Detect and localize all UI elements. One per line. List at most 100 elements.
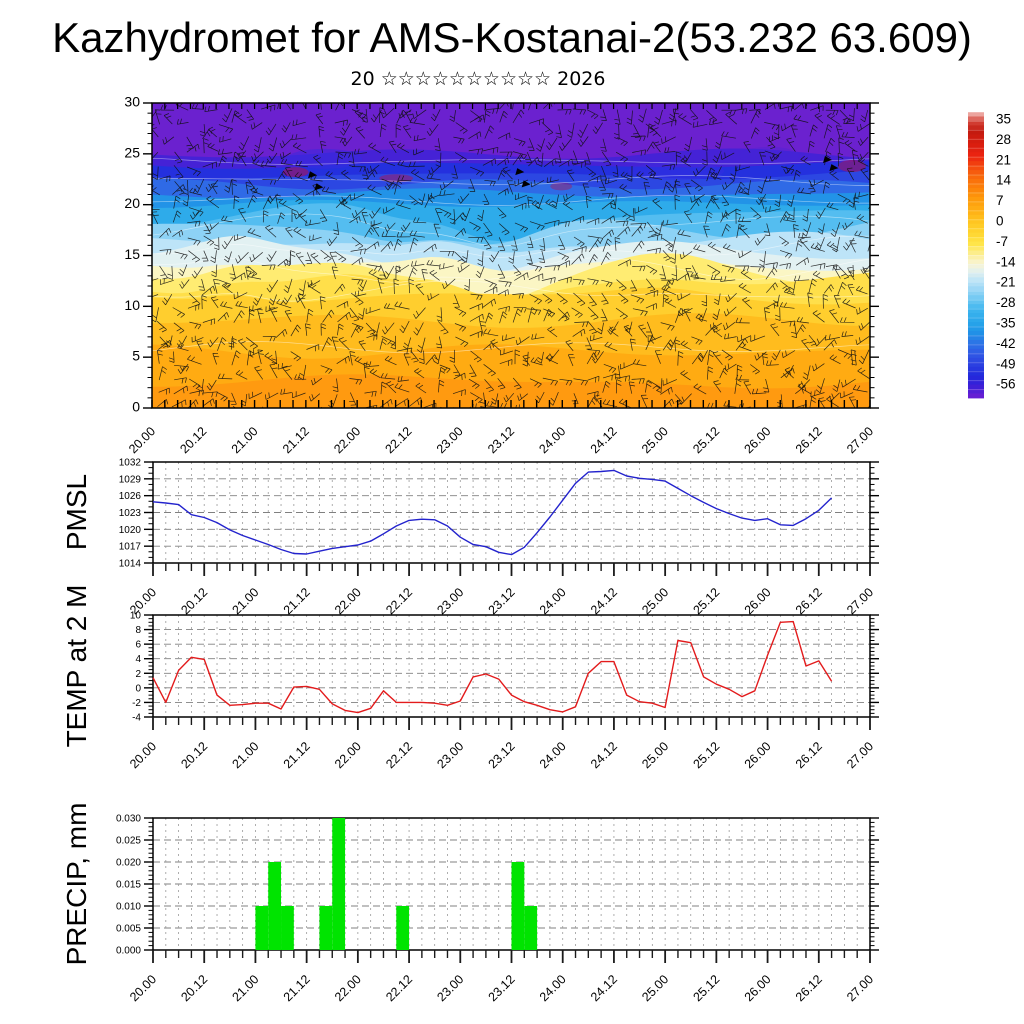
y-tick-label: 2 (135, 669, 141, 680)
pennant-barb-icon (829, 164, 839, 172)
colorbar-tick-label: 35 (996, 112, 1011, 127)
y-tick-label: -2 (132, 698, 141, 709)
temp2m-line (152, 620, 833, 714)
x-tick-label: 20.12 (177, 424, 209, 456)
colorbar-tick-label: -35 (996, 316, 1016, 331)
x-tick-label: 23.12 (486, 972, 518, 1004)
precip-axis-title: PRECIP, mm (61, 803, 92, 966)
y-tick-label: 1032 (119, 458, 142, 469)
y-tick-label: 0.030 (116, 814, 141, 825)
y-tick-label: 1017 (119, 542, 142, 553)
x-tick-label: 26.00 (742, 972, 774, 1004)
precip-bar (281, 906, 294, 950)
pmsl-axis-title: PMSL (61, 474, 92, 550)
precip-bar (396, 906, 410, 950)
x-tick-label: 23.12 (485, 424, 517, 456)
colorbar-tick-label: -14 (996, 254, 1016, 269)
x-tick-label: 25.12 (690, 972, 722, 1004)
y-tick-label: 0.010 (116, 902, 141, 913)
x-tick-label: 21.00 (230, 739, 262, 771)
x-tick-label: 26.12 (793, 424, 825, 456)
x-tick-label: 27.00 (844, 972, 876, 1004)
colorbar-tick-label: -56 (996, 377, 1016, 392)
x-tick-label: 25.00 (639, 585, 671, 617)
colorbar-tick-label: -7 (996, 234, 1008, 249)
x-tick-label: 20.12 (178, 585, 210, 617)
x-tick-label: 20.00 (127, 739, 159, 771)
profile-panel: 0 5 10 15 20 25 30 20.00 20.12 21.00 21.12 22.00 22.… (124, 94, 879, 456)
x-tick-label: 24.12 (588, 424, 620, 456)
x-tick-label: 22.00 (332, 972, 364, 1004)
precip-panel: 0.000 0.005 0.010 0.015 0.020 0.025 0.030 20.00… (116, 814, 879, 1004)
x-tick-label: 24.12 (588, 739, 620, 771)
y-tick-label: 0 (132, 399, 140, 415)
x-tick-label: 22.12 (383, 739, 415, 771)
precip-bar (255, 906, 269, 950)
y-tick-label: 1020 (119, 525, 142, 536)
pennant-barb-icon (314, 183, 324, 191)
wind-barbs (152, 103, 870, 408)
y-tick-label: 6 (135, 640, 141, 651)
x-tick-label: 26.00 (742, 585, 774, 617)
temp2m-panel: -4 -2 0 2 4 6 8 10 20.00 20.12 21.00 21.12 22.00 22.1… (127, 611, 879, 771)
pennant-barb-icon (307, 171, 317, 179)
page-title: Kazhydromet for AMS-Kostanai-2(53.232 63… (52, 14, 972, 61)
x-tick-label: 20.12 (178, 972, 210, 1004)
colorbar-tick-label: -49 (996, 356, 1016, 371)
x-tick-label: 20.00 (126, 424, 158, 456)
x-tick-label: 22.12 (383, 585, 415, 617)
date-subtitle: 20 ☆☆☆☆☆☆☆☆☆☆ 2026 (350, 68, 606, 90)
y-tick-label: 10 (124, 297, 140, 313)
y-tick-label: 10 (130, 611, 142, 622)
x-tick-label: 22.00 (331, 424, 363, 456)
x-tick-label: 21.00 (230, 585, 262, 617)
precip-bar (319, 906, 333, 950)
x-tick-label: 22.00 (332, 585, 364, 617)
y-tick-label: 30 (124, 94, 140, 110)
precip-bar (524, 906, 538, 950)
x-tick-label: 21.12 (281, 972, 313, 1004)
x-tick-label: 23.00 (434, 972, 466, 1004)
y-tick-label: 8 (135, 625, 141, 636)
x-tick-label: 25.12 (690, 424, 722, 456)
x-tick-label: 21.12 (280, 424, 312, 456)
precip-bar (511, 862, 525, 950)
y-tick-label: -4 (132, 713, 141, 724)
x-tick-label: 24.00 (536, 424, 568, 456)
colorbar-tick-label: 0 (996, 214, 1004, 229)
y-tick-label: 0.000 (116, 946, 141, 957)
x-tick-label: 26.12 (793, 739, 825, 771)
x-tick-label: 24.00 (537, 972, 569, 1004)
x-tick-label: 25.00 (639, 739, 671, 771)
x-tick-label: 26.00 (742, 424, 774, 456)
x-tick-label: 23.00 (434, 739, 466, 771)
colorbar-tick-label: 14 (996, 173, 1012, 188)
x-tick-label: 27.00 (844, 739, 876, 771)
x-tick-label: 25.00 (639, 972, 671, 1004)
x-tick-label: 26.12 (793, 972, 825, 1004)
colorbar-tick-label: -21 (996, 275, 1016, 290)
colorbar-tick-label: 7 (996, 193, 1004, 208)
x-tick-label: 21.12 (281, 585, 313, 617)
y-tick-label: 25 (124, 144, 140, 160)
y-tick-label: 0 (135, 683, 141, 694)
x-tick-label: 21.00 (229, 424, 261, 456)
pennant-barb-icon (822, 155, 832, 163)
y-tick-label: 0.020 (116, 858, 141, 869)
x-tick-label: 24.00 (537, 739, 569, 771)
colorbar-tick-label: -28 (996, 295, 1016, 310)
colorbar-tick-label: 21 (996, 152, 1011, 167)
y-tick-label: 0.015 (116, 880, 141, 891)
x-tick-label: 25.12 (690, 739, 722, 771)
pennant-barb-icon (521, 180, 531, 188)
x-tick-label: 20.00 (127, 972, 159, 1004)
x-tick-label: 27.00 (844, 424, 876, 456)
y-tick-label: 0.005 (116, 924, 141, 935)
colorbar-tick-label: 28 (996, 132, 1011, 147)
y-tick-label: 0.025 (116, 836, 141, 847)
x-tick-label: 27.00 (844, 585, 876, 617)
x-tick-label: 21.00 (230, 972, 262, 1004)
x-tick-label: 26.12 (793, 585, 825, 617)
